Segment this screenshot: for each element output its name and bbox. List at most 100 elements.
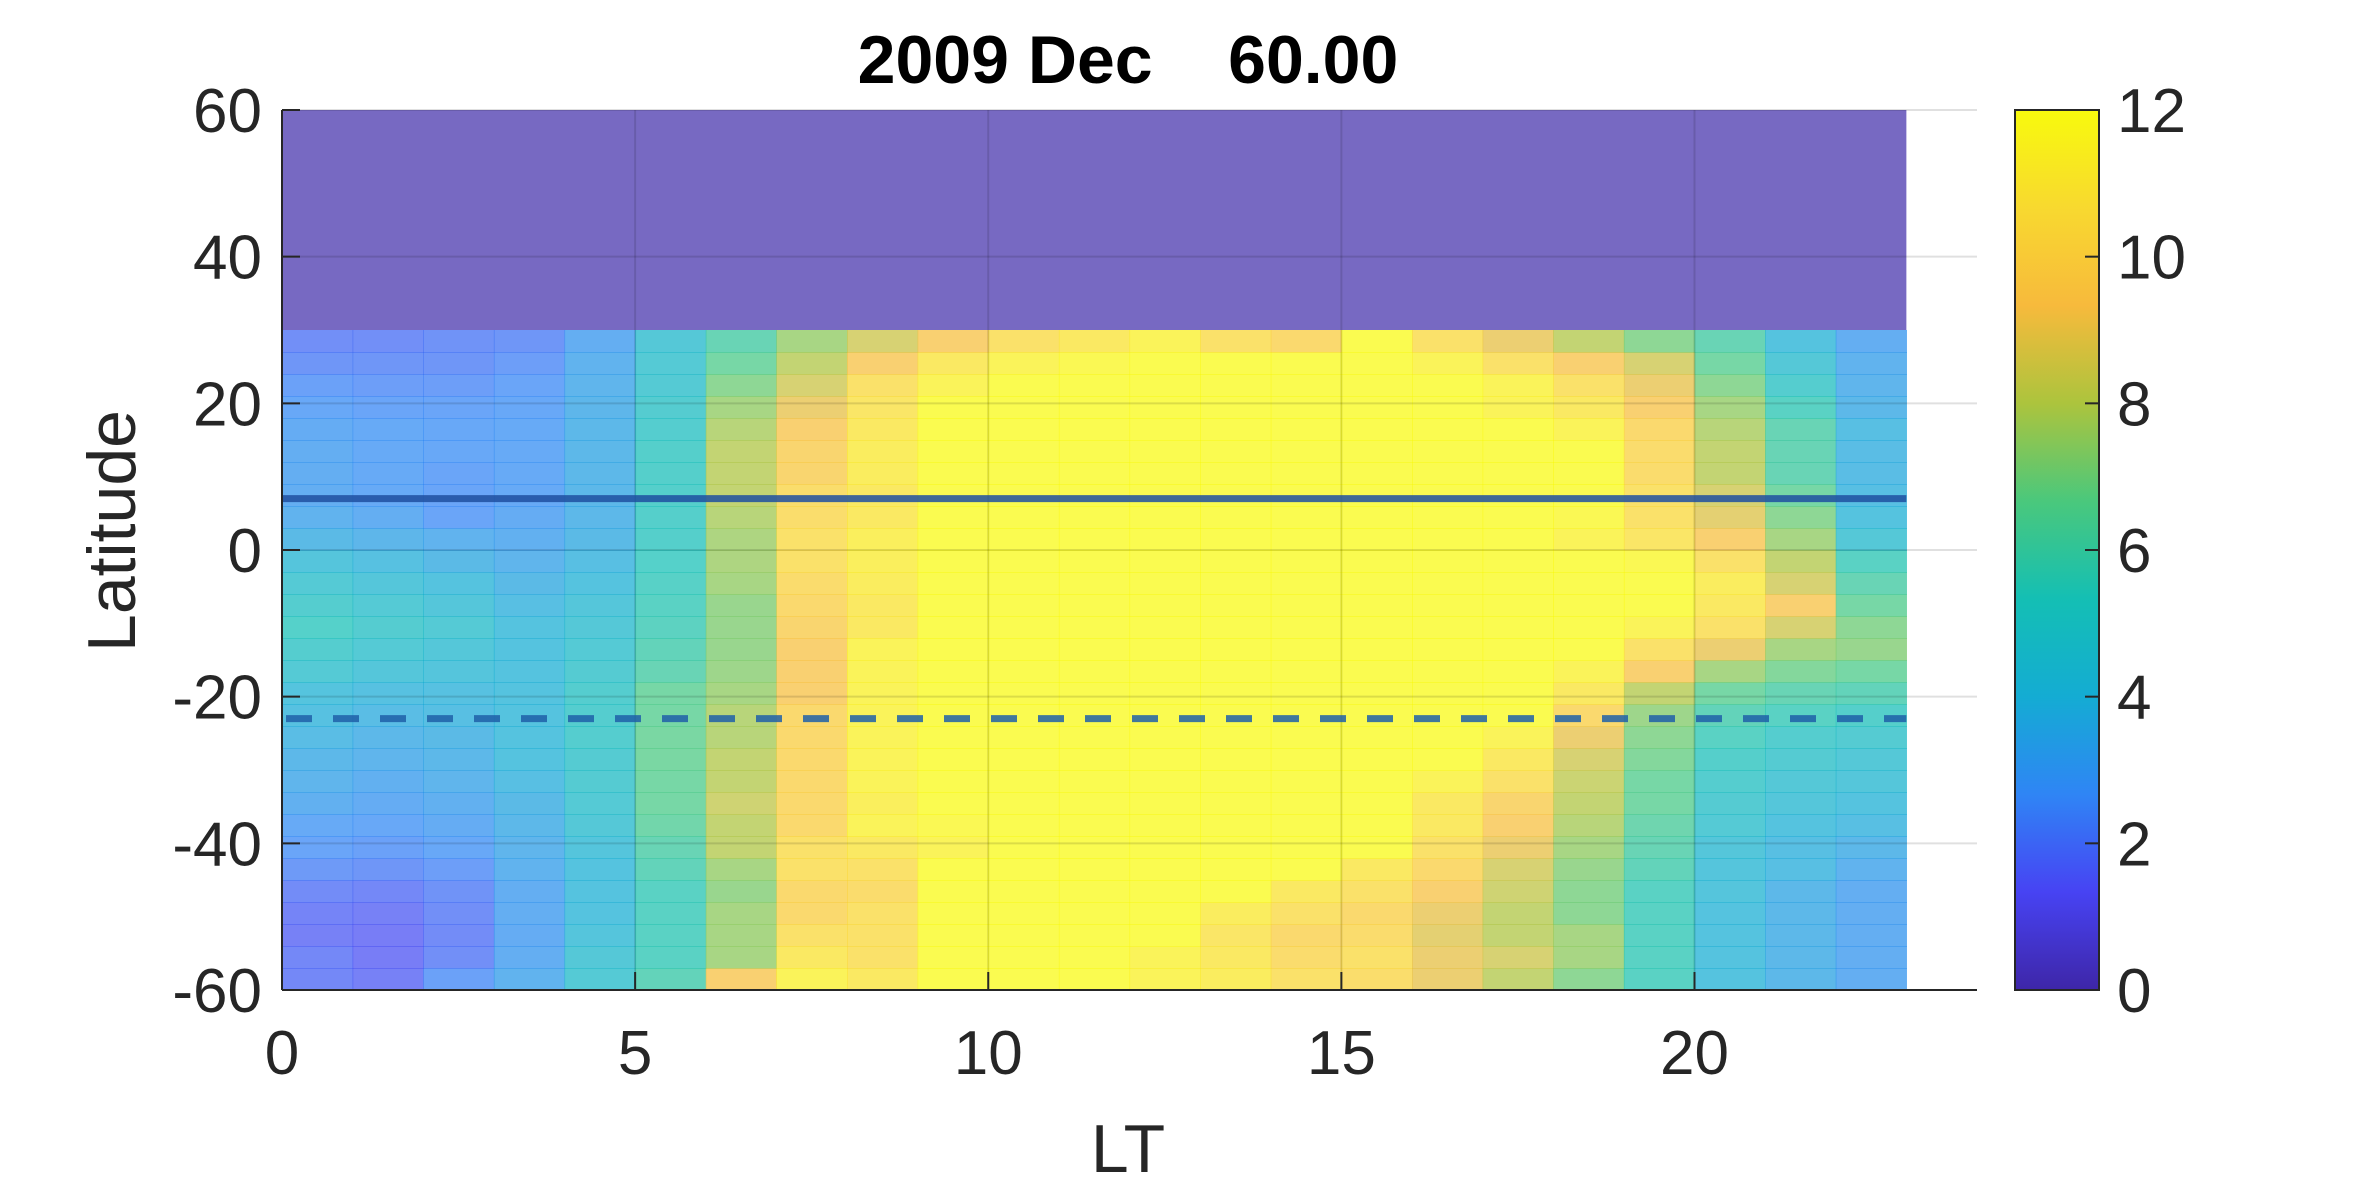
heatmap-cell	[423, 616, 495, 639]
heatmap-cell	[423, 396, 495, 419]
heatmap-cell	[493, 726, 566, 749]
heatmap-cell	[1058, 880, 1131, 903]
heatmap-cell	[282, 616, 354, 639]
heatmap-cell	[705, 572, 777, 595]
heatmap-cell	[1129, 506, 1201, 529]
heatmap-cell	[564, 330, 636, 353]
heatmap-cell	[1553, 396, 1625, 419]
masked-region	[282, 110, 1907, 330]
heatmap-cell	[1341, 352, 1413, 375]
heatmap-cell	[564, 836, 636, 859]
heatmap-cell	[1129, 858, 1201, 881]
heatmap-cell	[988, 594, 1060, 617]
heatmap-cell	[705, 528, 777, 551]
heatmap-cell	[776, 924, 848, 947]
heatmap-cell	[564, 462, 636, 485]
heatmap-cell	[1270, 726, 1342, 749]
heatmap-cell	[847, 594, 919, 617]
heatmap-cell	[282, 880, 354, 903]
heatmap-cell	[705, 374, 777, 397]
heatmap-cell	[1835, 594, 1907, 617]
heatmap-cell	[1270, 968, 1342, 991]
heatmap-cell	[988, 726, 1060, 749]
heatmap-cell	[1835, 418, 1907, 441]
heatmap-cell	[1623, 506, 1696, 529]
heatmap-cell	[282, 352, 354, 375]
heatmap-cell	[1482, 528, 1554, 551]
heatmap-cell	[564, 748, 636, 771]
heatmap-cell	[423, 594, 495, 617]
heatmap-cell	[988, 462, 1060, 485]
heatmap-cell	[1553, 572, 1625, 595]
heatmap-cell	[776, 792, 848, 815]
heatmap-cell	[423, 528, 495, 551]
heatmap-cell	[1412, 572, 1484, 595]
heatmap-cell	[705, 924, 777, 947]
heatmap-cell	[635, 528, 707, 551]
heatmap-cell	[282, 374, 354, 397]
heatmap-cell	[423, 506, 495, 529]
heatmap-cell	[1200, 836, 1272, 859]
heatmap-cell	[1200, 902, 1272, 925]
y-tick-label: 40	[193, 224, 262, 293]
heatmap-cell	[635, 770, 707, 793]
heatmap-cell	[1341, 968, 1413, 991]
heatmap-cell	[1058, 792, 1131, 815]
heatmap-cell	[705, 352, 777, 375]
heatmap-cell	[1270, 396, 1342, 419]
heatmap-cell	[282, 396, 354, 419]
heatmap-cell	[1270, 880, 1342, 903]
heatmap-cell	[1482, 858, 1554, 881]
heatmap-cell	[1694, 814, 1766, 837]
heatmap-cell	[1835, 396, 1907, 419]
heatmap-cell	[1765, 616, 1837, 639]
heatmap-cell	[988, 374, 1060, 397]
heatmap-cell	[1553, 462, 1625, 485]
heatmap-cell	[776, 726, 848, 749]
heatmap-cell	[1694, 462, 1766, 485]
heatmap-cell	[1341, 506, 1413, 529]
colorbar-tick-label: 6	[2117, 517, 2151, 586]
heatmap-cell	[847, 836, 919, 859]
heatmap-cell	[1129, 968, 1201, 991]
heatmap-cell	[1058, 660, 1131, 683]
heatmap-cell	[847, 814, 919, 837]
heatmap-cell	[564, 682, 636, 705]
heatmap-cell	[493, 902, 566, 925]
heatmap-cell	[847, 946, 919, 969]
heatmap-cell	[847, 660, 919, 683]
heatmap-cell	[493, 770, 566, 793]
heatmap-cell	[1341, 924, 1413, 947]
heatmap-cell	[282, 418, 354, 441]
heatmap-cell	[1553, 616, 1625, 639]
heatmap-cell	[423, 814, 495, 837]
heatmap-cell	[352, 726, 424, 749]
heatmap-cell	[1482, 440, 1554, 463]
heatmap-cell	[1412, 440, 1484, 463]
heatmap-cell	[1058, 440, 1131, 463]
colorbar-tick-label: 4	[2117, 664, 2151, 733]
heatmap-cell	[1482, 902, 1554, 925]
heatmap-cell	[635, 440, 707, 463]
heatmap-cell	[1694, 682, 1766, 705]
heatmap-cell	[635, 330, 707, 353]
heatmap-cell	[1553, 792, 1625, 815]
heatmap-cell	[1553, 594, 1625, 617]
heatmap-cell	[1482, 638, 1554, 661]
heatmap-cell	[776, 902, 848, 925]
heatmap-cell	[1129, 374, 1201, 397]
heatmap-cell	[1482, 726, 1554, 749]
heatmap-cell	[1412, 418, 1484, 441]
heatmap-cell	[282, 550, 354, 573]
heatmap-cell	[847, 528, 919, 551]
heatmap-cell	[352, 352, 424, 375]
heatmap-cell	[1200, 462, 1272, 485]
heatmap-cell	[917, 374, 989, 397]
heatmap-cell	[1341, 814, 1413, 837]
heatmap-cell	[1341, 528, 1413, 551]
heatmap-cell	[1623, 792, 1696, 815]
heatmap-cell	[1200, 594, 1272, 617]
heatmap-cell	[988, 550, 1060, 573]
heatmap-cell	[705, 418, 777, 441]
